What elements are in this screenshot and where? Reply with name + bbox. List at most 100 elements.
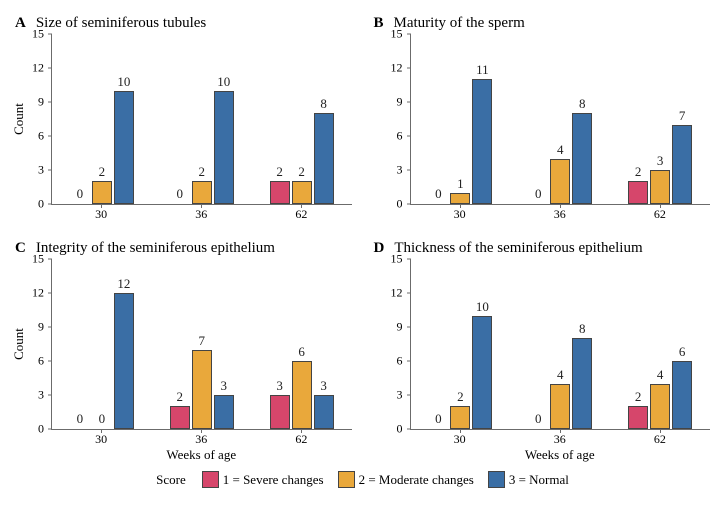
bar-value-label: 8: [579, 96, 586, 112]
bar-group: 0210: [411, 259, 511, 429]
panel-title-text: Size of seminiferous tubules: [36, 15, 206, 31]
bar-value-label: 2: [176, 389, 183, 405]
x-tick-label: 36: [151, 432, 251, 447]
bar-value-label: 0: [77, 411, 84, 427]
x-axis-title: Weeks of age: [410, 447, 711, 463]
y-axis-title: Count: [11, 103, 27, 135]
y-tick-label: 12: [391, 61, 403, 76]
bar-moderate: 1: [450, 193, 470, 204]
bar-group: 0210: [152, 34, 252, 204]
y-tick-label: 9: [397, 95, 403, 110]
bar-value-label: 2: [635, 164, 642, 180]
bar-value-label: 11: [476, 62, 489, 78]
y-tick-label: 6: [397, 354, 403, 369]
bar-normal: 3: [214, 395, 234, 429]
chart-area: 036912150210048246: [410, 259, 711, 430]
y-tick: 0: [16, 197, 52, 212]
bar-moderate: 4: [550, 159, 570, 204]
bar-value-label: 0: [176, 186, 183, 202]
y-tick-label: 12: [32, 286, 44, 301]
bar-value-label: 2: [276, 164, 283, 180]
y-tick: 12: [16, 61, 52, 76]
y-tick-label: 15: [391, 27, 403, 42]
y-tick-label: 9: [397, 320, 403, 335]
x-tick-label: 62: [610, 207, 710, 222]
bar-severe: 2: [628, 181, 648, 204]
bar-normal: 8: [314, 113, 334, 204]
bar-value-label: 0: [435, 411, 442, 427]
y-tick-label: 12: [32, 61, 44, 76]
bar-value-label: 1: [457, 176, 464, 192]
bar-normal: 8: [572, 113, 592, 204]
bar-value-label: 0: [99, 411, 106, 427]
bar-value-label: 10: [117, 74, 130, 90]
x-tick-label: 30: [410, 432, 510, 447]
y-tick-label: 3: [397, 388, 403, 403]
x-tick-label: 36: [151, 207, 251, 222]
y-tick: 15: [16, 252, 52, 267]
bars-area: 02100210228: [52, 34, 352, 204]
bar-normal: 7: [672, 125, 692, 204]
bar-value-label: 2: [99, 164, 106, 180]
bars-area: 0111048237: [411, 34, 711, 204]
y-tick-label: 0: [397, 197, 403, 212]
y-tick: 3: [16, 163, 52, 178]
y-tick: 12: [375, 286, 411, 301]
y-tick: 9: [375, 320, 411, 335]
bar-moderate: 6: [292, 361, 312, 429]
bar-value-label: 2: [298, 164, 305, 180]
panel-title: BMaturity of the sperm: [374, 15, 711, 32]
y-tick-label: 0: [38, 422, 44, 437]
y-tick: 15: [375, 27, 411, 42]
bar-group: 0210: [52, 34, 152, 204]
y-tick: 0: [375, 422, 411, 437]
bar-value-label: 0: [535, 411, 542, 427]
y-tick-label: 6: [38, 354, 44, 369]
bar-value-label: 3: [220, 378, 227, 394]
bar-group: 273: [152, 259, 252, 429]
y-tick: 15: [375, 252, 411, 267]
bar-value-label: 3: [320, 378, 327, 394]
bar-normal: 10: [214, 91, 234, 204]
panel-title-text: Maturity of the sperm: [394, 15, 525, 31]
bar-value-label: 4: [557, 367, 564, 383]
bar-moderate: 7: [192, 350, 212, 429]
chart-panel: DThickness of the seminiferous epitheliu…: [374, 240, 711, 463]
bar-moderate: 3: [650, 170, 670, 204]
bar-normal: 10: [114, 91, 134, 204]
legend-swatch: [338, 471, 355, 488]
chart-panel: CIntegrity of the seminiferous epitheliu…: [15, 240, 352, 463]
bar-group: 0012: [52, 259, 152, 429]
y-tick: 0: [16, 422, 52, 437]
bar-value-label: 2: [635, 389, 642, 405]
bar-moderate: 2: [450, 406, 470, 429]
bar-moderate: 4: [550, 384, 570, 429]
panel-title-text: Integrity of the seminiferous epithelium: [36, 240, 275, 256]
x-tick-label: 62: [251, 432, 351, 447]
bar-normal: 11: [472, 79, 492, 204]
x-tick-label: 62: [251, 207, 351, 222]
bar-group: 246: [610, 259, 710, 429]
y-tick: 6: [375, 354, 411, 369]
bar-value-label: 6: [298, 344, 305, 360]
bar-group: 048: [510, 34, 610, 204]
legend-label: 1 = Severe changes: [223, 472, 324, 488]
bar-normal: 10: [472, 316, 492, 429]
legend-title: Score: [156, 472, 186, 488]
x-tick-label: 36: [510, 207, 610, 222]
legend-label: 3 = Normal: [509, 472, 569, 488]
x-ticks: 303662: [410, 207, 711, 222]
bar-severe: 2: [628, 406, 648, 429]
bar-value-label: 10: [476, 299, 489, 315]
bar-value-label: 4: [657, 367, 664, 383]
panel-title: DThickness of the seminiferous epitheliu…: [374, 240, 711, 257]
y-tick-label: 6: [38, 129, 44, 144]
bars-area: 0012273363: [52, 259, 352, 429]
legend-item: 1 = Severe changes: [202, 471, 324, 488]
bar-value-label: 7: [679, 108, 686, 124]
bar-value-label: 0: [535, 186, 542, 202]
legend-swatch: [202, 471, 219, 488]
legend: Score1 = Severe changes2 = Moderate chan…: [15, 471, 710, 488]
panel-title-text: Thickness of the seminiferous epithelium: [394, 240, 642, 256]
chart-panel: BMaturity of the sperm036912150111048237…: [374, 15, 711, 222]
